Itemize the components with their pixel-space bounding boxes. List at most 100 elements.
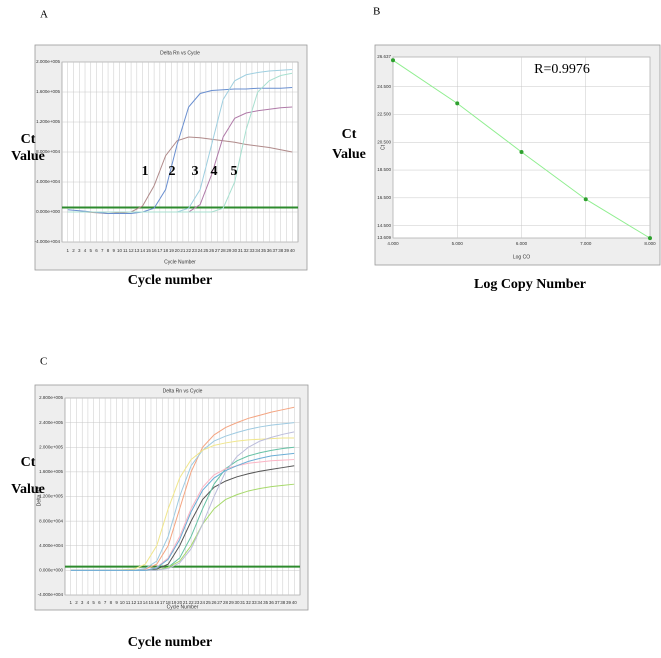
point (583, 197, 588, 202)
y-tick-label: 2.800e+005 (39, 395, 63, 400)
x-tick-label: 10 (117, 248, 123, 253)
y-tick-label: 0.000e+000 (36, 209, 60, 214)
point (455, 101, 460, 106)
x-tick-label: 11 (126, 600, 131, 605)
outer-y-label: Ct (342, 127, 357, 142)
x-tick-label: 38 (280, 600, 286, 605)
x-tick-label: 26 (209, 248, 215, 253)
x-tick-label: 20 (177, 600, 183, 605)
x-tick-label: 4.000 (387, 241, 399, 246)
x-tick-label: 30 (232, 248, 238, 253)
annotation: R=0.9976 (534, 62, 590, 77)
y-tick-label: -4.000e+004 (38, 592, 64, 597)
x-tick-label: 27 (215, 248, 221, 253)
x-tick-label: 1 (69, 600, 72, 605)
x-tick-label: 29 (229, 600, 235, 605)
x-tick-label: 13 (137, 600, 143, 605)
x-tick-label: 2 (72, 248, 75, 253)
x-tick-label: 36 (269, 600, 275, 605)
y-tick-label: 0.000e+000 (39, 568, 63, 573)
x-tick-label: 30 (234, 600, 240, 605)
x-axis-label: Log CO (513, 254, 530, 260)
x-tick-label: 40 (290, 248, 296, 253)
curve (70, 452, 295, 571)
y-tick-label: 8.000e+004 (36, 149, 60, 154)
x-tick-label: 4 (87, 600, 90, 605)
x-tick-label: 40 (292, 600, 298, 605)
x-tick-label: 17 (157, 248, 163, 253)
panel-letter: C (40, 356, 47, 368)
x-tick-label: 16 (152, 248, 158, 253)
x-tick-label: 8.000 (644, 241, 656, 246)
x-tick-label: 22 (186, 248, 192, 253)
x-tick-label: 33 (249, 248, 255, 253)
x-tick-label: 23 (192, 248, 198, 253)
y-axis-label: Delta Rn (36, 487, 42, 507)
x-tick-label: 12 (129, 248, 135, 253)
x-tick-label: 17 (160, 600, 166, 605)
x-tick-label: 15 (146, 248, 152, 253)
x-tick-label: 16 (154, 600, 160, 605)
x-tick-label: 21 (183, 600, 189, 605)
y-tick-label: 16.500 (377, 195, 391, 200)
x-tick-label: 25 (206, 600, 212, 605)
x-tick-label: 23 (194, 600, 200, 605)
y-tick-label: 4.000e+004 (39, 543, 63, 548)
x-tick-label: 5 (92, 600, 95, 605)
curve (67, 72, 293, 213)
curve-label: 3 (192, 164, 199, 179)
x-tick-label: 14 (140, 248, 146, 253)
x-tick-label: 31 (240, 600, 246, 605)
point (391, 58, 395, 63)
x-tick-label: 33 (252, 600, 258, 605)
outer-x-label: Log Copy Number (474, 277, 586, 292)
x-tick-label: 7 (101, 248, 104, 253)
x-tick-label: 9 (113, 248, 116, 253)
y-tick-label: -4.000e+004 (35, 239, 61, 244)
x-tick-label: 31 (238, 248, 244, 253)
x-tick-label: 28 (223, 600, 229, 605)
x-tick-label: 32 (246, 600, 252, 605)
y-tick-label: 26.637 (377, 54, 391, 59)
x-tick-label: 7.000 (580, 241, 592, 246)
x-tick-label: 5 (90, 248, 93, 253)
x-axis-label: Cycle Number (164, 259, 196, 265)
y-tick-label: 1.200e+005 (39, 494, 63, 499)
x-tick-label: 2 (75, 600, 78, 605)
y-tick-label: 24.500 (377, 84, 391, 89)
x-tick-label: 39 (286, 600, 292, 605)
y-tick-label: 8.000e+004 (39, 518, 63, 523)
x-tick-label: 24 (198, 248, 204, 253)
x-tick-label: 38 (278, 248, 284, 253)
x-tick-label: 39 (284, 248, 290, 253)
x-tick-label: 4 (84, 248, 87, 253)
x-tick-label: 28 (221, 248, 227, 253)
x-tick-label: 19 (169, 248, 175, 253)
y-tick-label: 20.500 (377, 139, 391, 144)
point (648, 236, 652, 241)
y-tick-label: 13.609 (377, 235, 391, 240)
x-tick-label: 15 (148, 600, 154, 605)
x-tick-label: 6.000 (516, 241, 528, 246)
outer-y-label: Ct (21, 132, 36, 147)
panel-letter: A (40, 9, 48, 21)
x-tick-label: 19 (171, 600, 177, 605)
chart-title: Delta Rn vs Cycle (160, 50, 200, 56)
y-tick-label: 2.000e+005 (36, 59, 60, 64)
x-tick-label: 21 (180, 248, 186, 253)
x-tick-label: 27 (217, 600, 223, 605)
curve (67, 87, 293, 214)
x-tick-label: 13 (134, 248, 140, 253)
point (519, 149, 524, 154)
x-tick-label: 24 (200, 600, 206, 605)
chart-title: Delta Rn vs Cycle (163, 388, 203, 394)
x-tick-label: 14 (143, 600, 149, 605)
y-axis-label: Ct (380, 144, 386, 150)
x-tick-label: 35 (261, 248, 267, 253)
y-tick-label: 2.400e+005 (39, 420, 63, 425)
y-tick-label: 1.600e+005 (36, 89, 60, 94)
x-tick-label: 37 (275, 600, 281, 605)
x-tick-label: 8 (110, 600, 113, 605)
outer-y-label: Ct (21, 455, 36, 470)
